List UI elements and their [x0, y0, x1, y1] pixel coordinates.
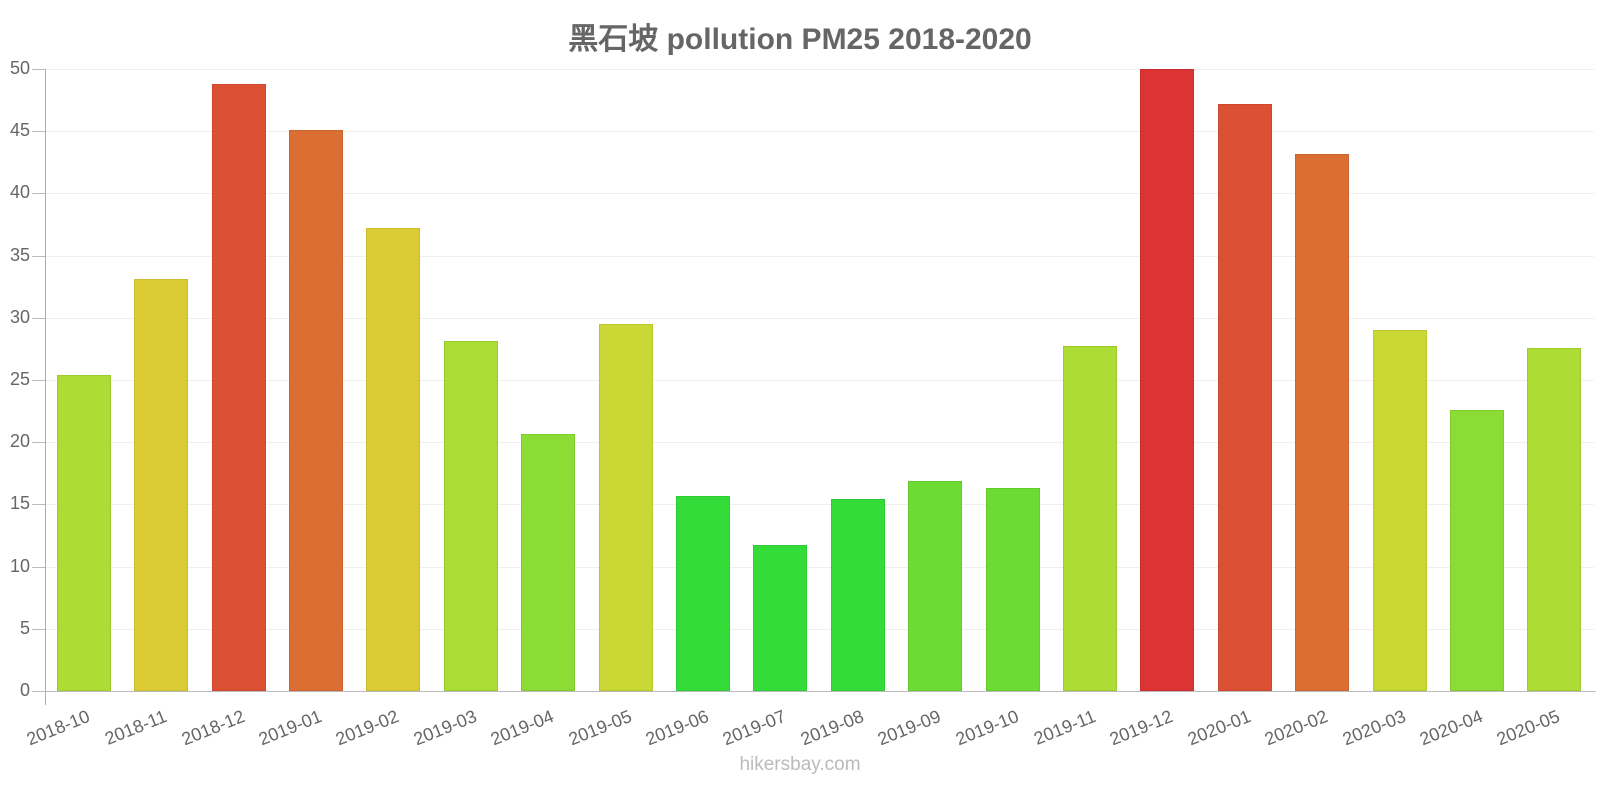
watermark: hikersbay.com	[739, 754, 861, 775]
y-tick-label: 10	[9, 555, 30, 576]
y-tick-mark	[32, 317, 45, 319]
y-tick-mark	[32, 131, 45, 133]
bar-2018-12[interactable]	[211, 83, 266, 691]
y-tick-mark	[32, 691, 45, 692]
x-tick-label: 2018-12	[178, 706, 247, 750]
gridline	[46, 131, 1594, 133]
x-tick-label: 2019-07	[720, 706, 789, 750]
bar-2019-04[interactable]	[521, 433, 576, 691]
gridline	[46, 193, 1594, 195]
bar-2019-02[interactable]	[366, 228, 421, 691]
bar-2018-11[interactable]	[134, 279, 189, 691]
x-tick-label: 2019-03	[410, 706, 480, 750]
y-tick-label: 25	[9, 369, 30, 389]
gridline	[46, 442, 1594, 444]
gridline	[46, 255, 1594, 257]
y-axis-line	[45, 69, 46, 705]
y-tick-mark	[32, 566, 45, 568]
y-tick-label: 35	[9, 244, 30, 265]
x-tick-label: 2019-10	[952, 706, 1021, 750]
bar-2019-10[interactable]	[985, 488, 1040, 691]
bar-2019-11[interactable]	[1062, 346, 1117, 691]
x-tick-label: 2020-02	[1261, 706, 1331, 750]
x-tick-label: 2020-04	[1416, 706, 1486, 750]
x-tick-label: 2019-04	[487, 706, 557, 750]
bar-2019-07[interactable]	[753, 545, 808, 691]
x-tick-label: 2019-09	[874, 706, 944, 750]
y-tick-mark	[32, 628, 45, 630]
gridline	[46, 566, 1594, 568]
bar-2020-04[interactable]	[1449, 409, 1504, 691]
x-tick-label: 2019-02	[333, 706, 402, 750]
y-tick-mark	[32, 255, 45, 257]
y-tick-label: 0	[19, 680, 30, 700]
plot-area	[46, 69, 1594, 692]
x-tick-label: 2019-11	[1030, 706, 1099, 749]
bar-2020-01[interactable]	[1217, 103, 1272, 691]
y-tick-mark	[32, 504, 45, 506]
gridline	[46, 317, 1594, 319]
y-tick-label: 30	[9, 306, 30, 327]
bar-2018-10[interactable]	[56, 375, 111, 691]
bar-2019-01[interactable]	[288, 129, 343, 691]
x-axis-line	[32, 691, 1596, 692]
y-tick-mark	[32, 69, 45, 70]
y-tick-label: 50	[9, 58, 30, 78]
y-tick-mark	[32, 442, 45, 444]
x-tick-label: 2018-10	[23, 706, 93, 750]
gridline	[46, 504, 1594, 506]
x-tick-label: 2019-12	[1107, 706, 1176, 750]
x-tick-label: 2019-01	[255, 706, 325, 750]
gridline	[46, 69, 1594, 70]
chart-title: 黑石坡 pollution PM25 2018-2020	[568, 23, 1032, 56]
x-tick-label: 2020-05	[1494, 706, 1563, 750]
x-tick-label: 2019-08	[797, 706, 867, 750]
bar-2019-08[interactable]	[830, 499, 885, 691]
bar-2020-03[interactable]	[1372, 330, 1427, 691]
bar-2020-02[interactable]	[1295, 153, 1350, 691]
gridline	[46, 628, 1594, 630]
y-tick-label: 20	[9, 431, 30, 452]
y-tick-mark	[32, 380, 45, 381]
bar-2020-05[interactable]	[1527, 347, 1582, 691]
bar-2019-09[interactable]	[908, 480, 963, 691]
x-tick-label: 2020-01	[1184, 706, 1254, 750]
bar-2019-05[interactable]	[598, 324, 653, 691]
y-tick-label: 5	[19, 617, 30, 638]
x-tick-label: 2019-05	[565, 706, 634, 750]
bar-2019-12[interactable]	[1140, 69, 1195, 691]
gridline	[46, 380, 1594, 381]
bar-2019-03[interactable]	[443, 341, 498, 691]
y-tick-label: 40	[9, 182, 30, 203]
y-tick-mark	[32, 193, 45, 195]
x-tick-label: 2019-06	[642, 706, 712, 750]
bar-2019-06[interactable]	[675, 495, 730, 691]
x-tick-label: 2018-11	[102, 706, 170, 749]
y-tick-label: 15	[9, 493, 30, 514]
x-tick-label: 2020-03	[1339, 706, 1408, 750]
y-tick-label: 45	[9, 120, 30, 141]
